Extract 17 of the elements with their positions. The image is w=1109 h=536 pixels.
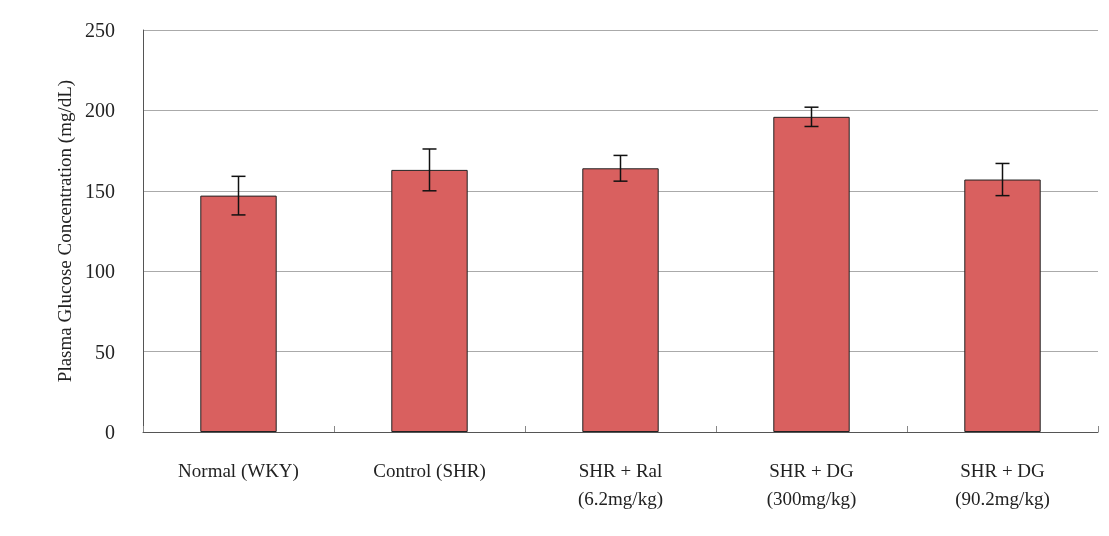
bar [773, 116, 850, 432]
bar [200, 195, 277, 432]
y-tick-label: 50 [95, 340, 115, 363]
y-tick-label: 0 [105, 421, 115, 443]
y-tick-label: 100 [85, 260, 115, 283]
x-tick-label: SHR + Ral (6.2mg/kg) [578, 459, 663, 510]
bar [582, 168, 659, 432]
x-tick-label: Control (SHR) [373, 459, 486, 482]
y-axis-title: Plasma Glucose Concentration (mg/dL) [54, 79, 77, 383]
y-tick-label: 150 [85, 179, 115, 202]
x-tick-label: SHR + DG (90.2mg/kg) [955, 459, 1050, 510]
y-tick-label: 200 [85, 99, 115, 122]
x-tick-label: Normal (WKY) [178, 459, 299, 482]
bar [391, 169, 468, 432]
x-tick-label: SHR + DG (300mg/kg) [766, 459, 857, 510]
y-tick-label: 250 [85, 19, 115, 41]
bar [964, 179, 1041, 432]
